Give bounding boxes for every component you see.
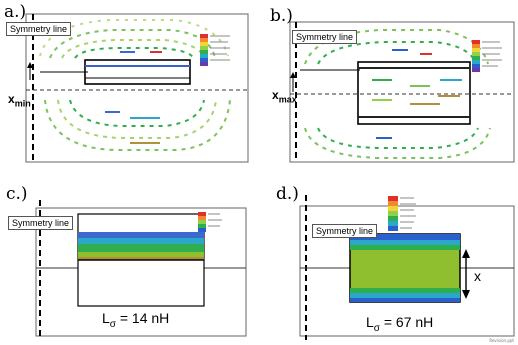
inductance-label-d: Lσ = 67 nH (366, 314, 434, 334)
x-min-label: xmin (8, 92, 31, 109)
symmetry-line-label-b: Symmetry line (292, 30, 358, 44)
inductance-label-c: Lσ = 14 nH (102, 310, 170, 330)
legend-a (200, 34, 230, 66)
x-dimension-arrow (462, 249, 470, 299)
panel-b-plot (289, 21, 515, 163)
legend-d (388, 196, 416, 231)
legend-b (472, 40, 502, 72)
conductor-b (357, 61, 471, 125)
panel-label-a: a.) (4, 2, 27, 22)
panel-a-plot (25, 13, 249, 163)
symmetry-line-label-d: Symmetry line (312, 224, 378, 238)
field-band-blue-c (78, 232, 204, 238)
x-dimension-label: x (474, 268, 481, 284)
symmetry-line-label-a: Symmetry line (6, 22, 72, 36)
symmetry-line-label-c: Symmetry line (8, 216, 74, 230)
panel-label-c: c.) (6, 184, 28, 204)
footer-text: Revision.ppt (489, 338, 514, 343)
legend-c (198, 212, 222, 232)
panel-label-d: d.) (276, 184, 299, 204)
x-max-label: xmax (272, 88, 297, 105)
panel-label-b: b.) (270, 6, 293, 26)
